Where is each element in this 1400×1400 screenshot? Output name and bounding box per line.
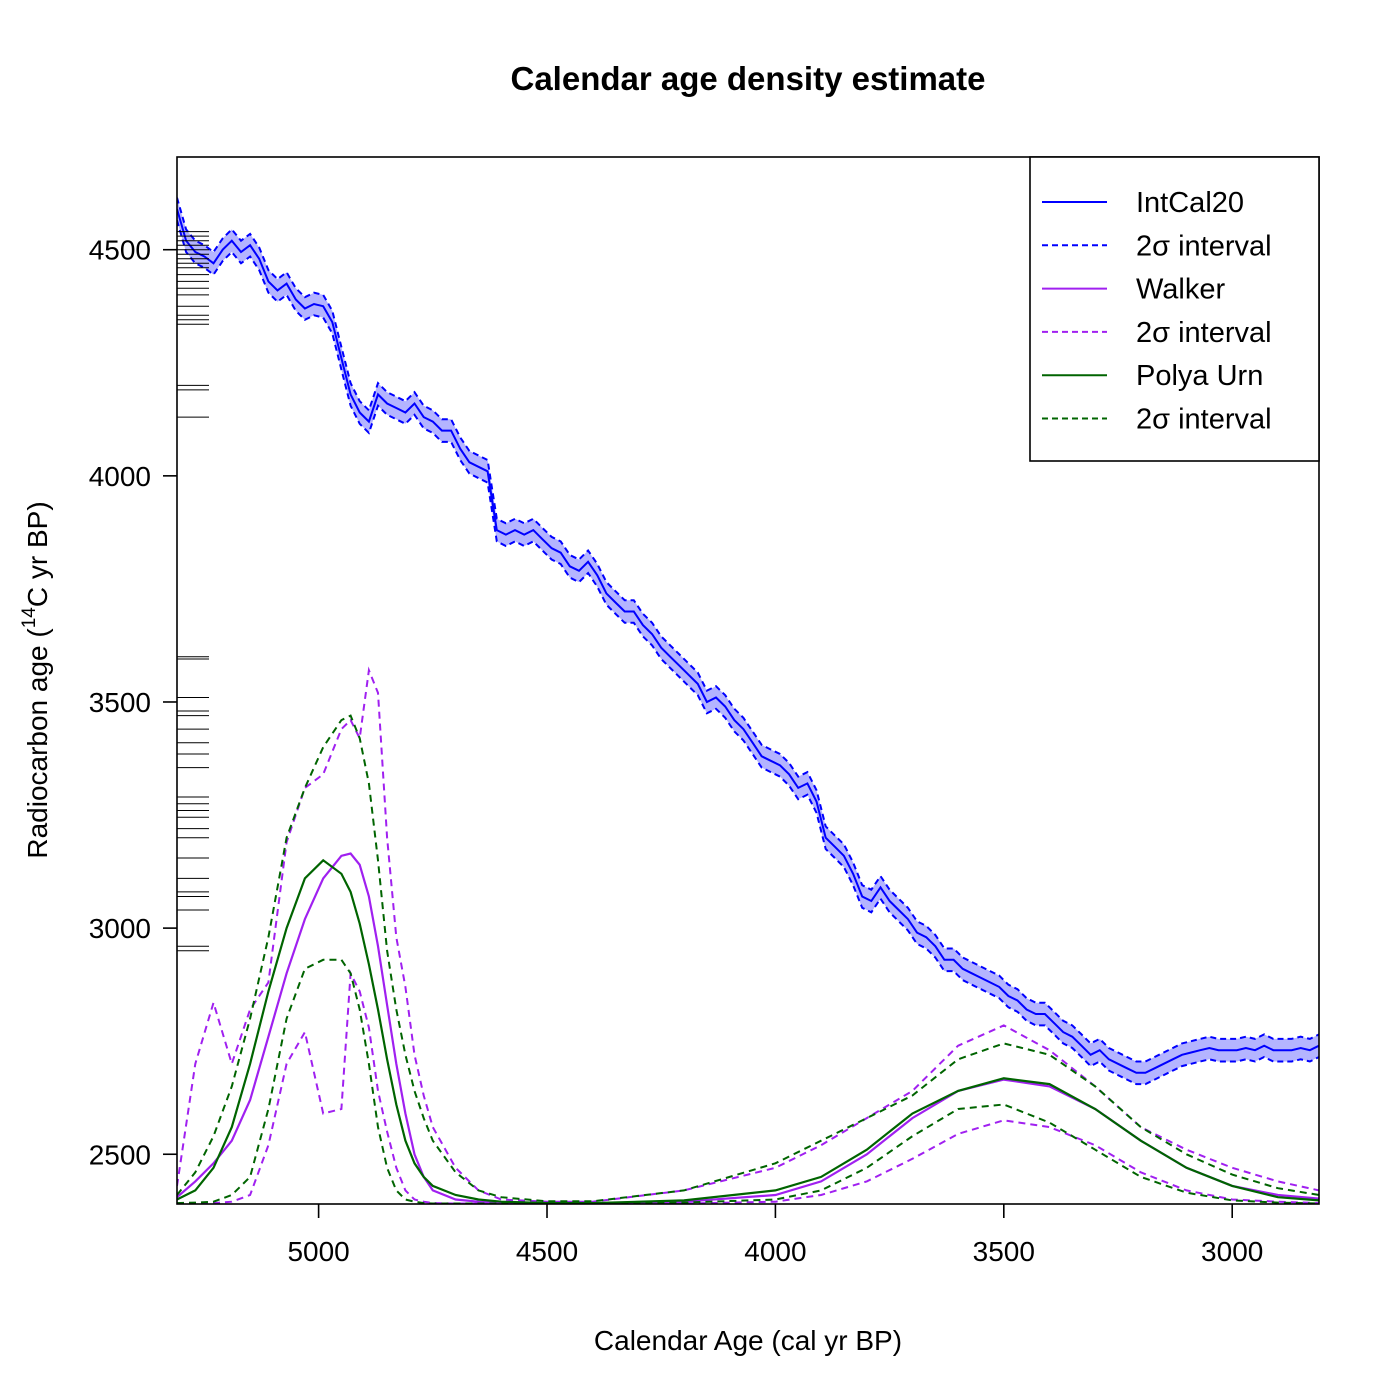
intcal20-line	[177, 208, 1319, 1074]
intcal20-lower-line	[177, 220, 1319, 1086]
y-axis-label-unit: C yr BP)	[22, 501, 53, 607]
x-axis: 5000 4500 4000 3500 3000	[287, 1204, 1263, 1267]
walker-lower-line	[177, 969, 1319, 1204]
x-tick-label: 3500	[973, 1236, 1035, 1267]
polya-upper-line	[177, 714, 1319, 1203]
legend: IntCal20 2σ interval Walker 2σ interval Poly…	[1029, 156, 1320, 462]
plot-series	[177, 197, 1319, 1204]
legend-label-2: Walker	[1136, 274, 1225, 306]
chart-title: Calendar age density estimate	[510, 60, 985, 97]
polya-mean-line	[177, 858, 1319, 1204]
plot-frame	[176, 156, 1320, 1205]
y-axis-label-main: Radiocarbon age (	[22, 628, 53, 859]
y-tick-label: 3000	[89, 913, 151, 944]
y-tick-label: 3500	[89, 687, 151, 718]
x-tick-label: 3000	[1201, 1236, 1263, 1267]
legend-label-5: 2σ interval	[1136, 404, 1272, 436]
x-axis-label: Calendar Age (cal yr BP)	[594, 1325, 902, 1356]
y-axis: 2500 3000 3500 4000 4500	[89, 235, 177, 1170]
legend-label-0: IntCal20	[1136, 187, 1244, 219]
legend-box	[1029, 156, 1320, 462]
x-tick-label: 4000	[744, 1236, 806, 1267]
legend-label-4: Polya Urn	[1136, 360, 1263, 392]
plot-area	[177, 197, 1319, 1204]
walker-mean-line	[177, 852, 1319, 1204]
y-tick-label: 4500	[89, 235, 151, 266]
legend-label-3: 2σ interval	[1136, 317, 1272, 349]
y-tick-label: 2500	[89, 1139, 151, 1170]
intcal20-band	[177, 197, 1319, 1085]
y-tick-label: 4000	[89, 461, 151, 492]
x-tick-label: 4500	[516, 1236, 578, 1267]
y-axis-label-sup: 14	[19, 607, 40, 629]
y-axis-label: Radiocarbon age (14C yr BP)	[19, 501, 53, 858]
walker-upper-line	[177, 666, 1319, 1203]
intcal20-upper-line	[177, 197, 1319, 1063]
x-tick-label: 5000	[287, 1236, 349, 1267]
legend-label-1: 2σ interval	[1136, 230, 1272, 262]
